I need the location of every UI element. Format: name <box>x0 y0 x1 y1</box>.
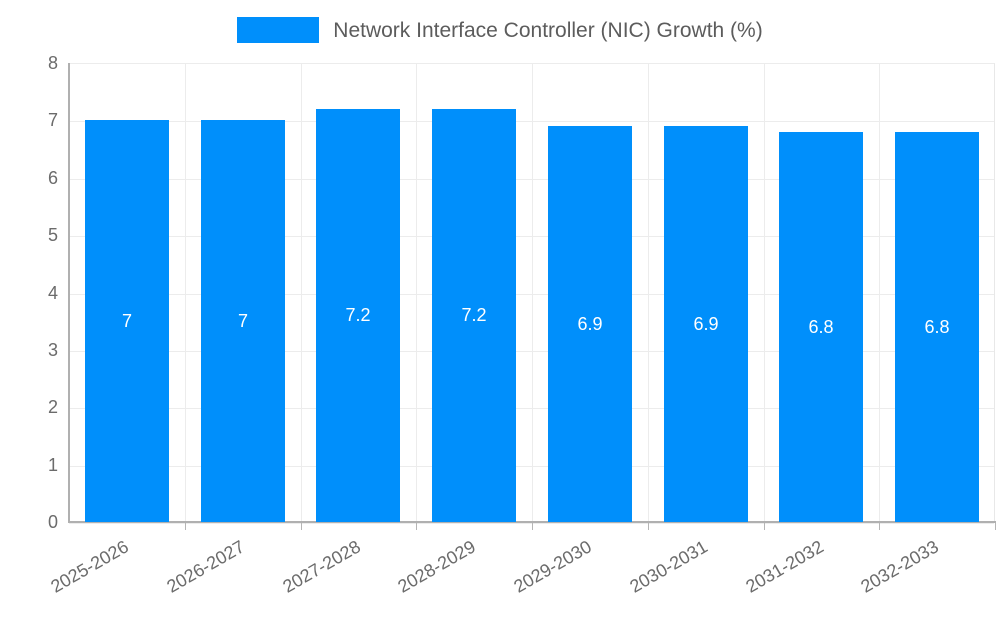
x-axis-tick <box>879 523 880 530</box>
y-axis-tick-label: 5 <box>47 225 58 246</box>
x-axis-tick <box>301 523 302 530</box>
x-axis-tick-label: 2026-2027 <box>163 536 248 597</box>
bar[interactable] <box>779 131 863 522</box>
x-axis-tick <box>648 523 649 530</box>
x-axis-line <box>69 521 996 523</box>
x-axis-tick-label: 2030-2031 <box>626 536 711 597</box>
y-axis-tick-label: 4 <box>47 282 58 303</box>
bar[interactable] <box>316 108 400 522</box>
bar-chart: Network Interface Controller (NIC) Growt… <box>0 0 1000 600</box>
x-axis-labels: 2025-2026 2026-2027 2027-2028 2028-2029 2029… <box>47 523 996 597</box>
y-axis-tick-label: 0 <box>47 512 58 532</box>
y-axis-tick-label: 3 <box>47 339 58 360</box>
y-axis-line <box>68 63 70 523</box>
gridline-horizontal <box>69 408 994 410</box>
gridline-vertical <box>301 64 302 522</box>
y-axis-tick-label: 2 <box>47 397 58 418</box>
x-axis-tick-label: 2028-2029 <box>394 536 480 597</box>
x-axis-tick-label: 2029-2030 <box>510 536 595 597</box>
gridline-horizontal <box>69 121 994 123</box>
x-axis-tick-label: 2032-2033 <box>857 536 943 597</box>
x-axis-tick <box>764 523 765 530</box>
gridline-horizontal <box>69 178 994 180</box>
bar[interactable] <box>664 126 748 522</box>
plot-area <box>69 63 995 524</box>
x-axis-tick-label: 2027-2028 <box>278 536 364 597</box>
gridline-horizontal <box>69 523 994 524</box>
x-axis-tick-label: 2031-2032 <box>741 536 827 597</box>
bar[interactable] <box>548 126 632 522</box>
gridline-vertical <box>185 64 186 522</box>
gridline-vertical <box>879 64 880 522</box>
chart-legend: Network Interface Controller (NIC) Growt… <box>0 12 1000 48</box>
bar[interactable] <box>201 120 285 522</box>
bar[interactable] <box>85 120 169 522</box>
bar[interactable] <box>432 108 516 522</box>
legend-color-swatch-icon <box>237 17 320 43</box>
gridline-horizontal <box>69 465 994 467</box>
gridline-horizontal <box>69 350 994 352</box>
y-axis-tick-label: 1 <box>47 454 58 475</box>
gridline-vertical <box>764 64 765 522</box>
y-axis-tick-label: 6 <box>47 167 58 188</box>
y-axis-labels: 0 1 2 3 4 5 6 7 8 <box>0 0 58 600</box>
y-axis-tick-label: 8 <box>47 53 58 73</box>
legend-item-label: Network Interface Controller (NIC) Growt… <box>333 18 763 42</box>
x-axis-tick <box>416 523 417 530</box>
gridline-vertical <box>648 64 649 522</box>
bars-layer: 7 7 7.2 7.2 6.9 6.9 6.8 6.8 <box>69 63 995 522</box>
y-axis-tick-label: 7 <box>47 110 58 131</box>
gridline-vertical <box>532 64 533 522</box>
gridline-horizontal <box>69 293 994 295</box>
gridline-vertical <box>416 64 417 522</box>
x-axis-tick-label: 2025-2026 <box>47 536 132 597</box>
x-axis-tick <box>185 523 186 530</box>
bar[interactable] <box>895 131 979 522</box>
x-axis-tick <box>995 523 996 530</box>
gridline-horizontal <box>69 236 994 238</box>
x-axis-tick <box>532 523 533 530</box>
legend-item-nic-growth[interactable]: Network Interface Controller (NIC) Growt… <box>237 17 763 43</box>
